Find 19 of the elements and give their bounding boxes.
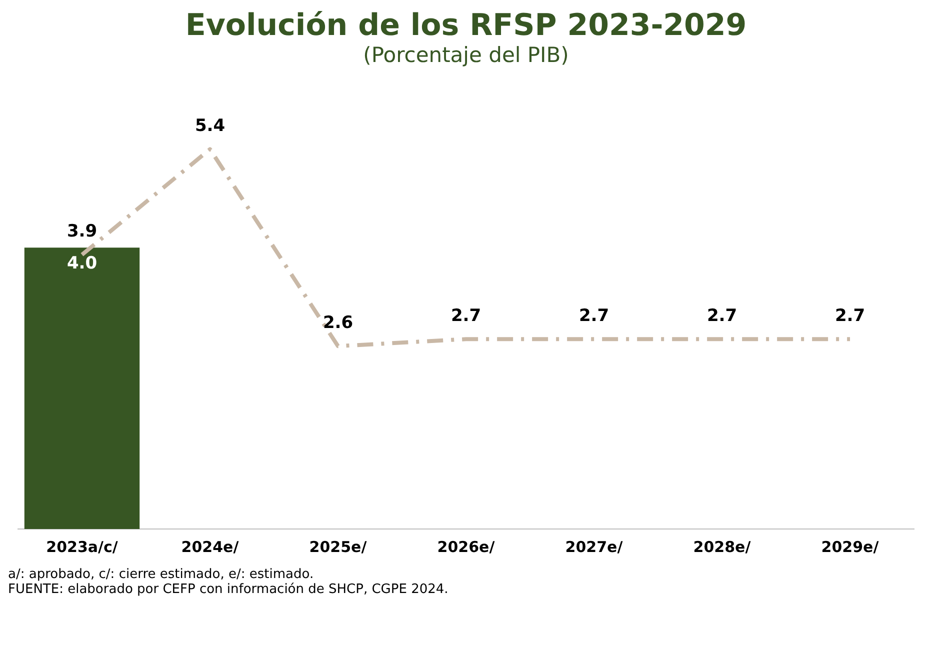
x-tick-label: 2025e/ xyxy=(309,538,368,556)
data-label: 3.9 xyxy=(66,222,98,242)
x-tick-label: 2024e/ xyxy=(181,538,240,556)
source-note: FUENTE: elaborado por CEFP con información de SHCP, CGPE 2024. xyxy=(8,582,450,597)
chart-subtitle: (Porcentaje del PIB) xyxy=(362,43,570,67)
data-label: 2.7 xyxy=(706,306,738,326)
x-tick-label: 2026e/ xyxy=(437,538,496,556)
text: a/: aprobado, c/: cierre estimado, e/: estimado. xyxy=(8,567,315,582)
chart-title: Evolución de los RFSP 2023-2029 xyxy=(184,8,748,43)
data-label: 2.7 xyxy=(834,306,866,326)
data-label: 2.7 xyxy=(450,306,482,326)
data-label: 2.6 xyxy=(322,313,354,334)
data-label: 4.0 xyxy=(66,254,98,274)
x-tick-label: 2023a/c/ xyxy=(46,538,118,556)
x-tick-label: 2028e/ xyxy=(693,538,752,556)
x-tick-label: 2029e/ xyxy=(821,538,880,556)
data-label: 2.7 xyxy=(578,306,610,326)
x-tick-label: 2027e/ xyxy=(565,538,624,556)
data-label: 5.4 xyxy=(194,116,226,136)
